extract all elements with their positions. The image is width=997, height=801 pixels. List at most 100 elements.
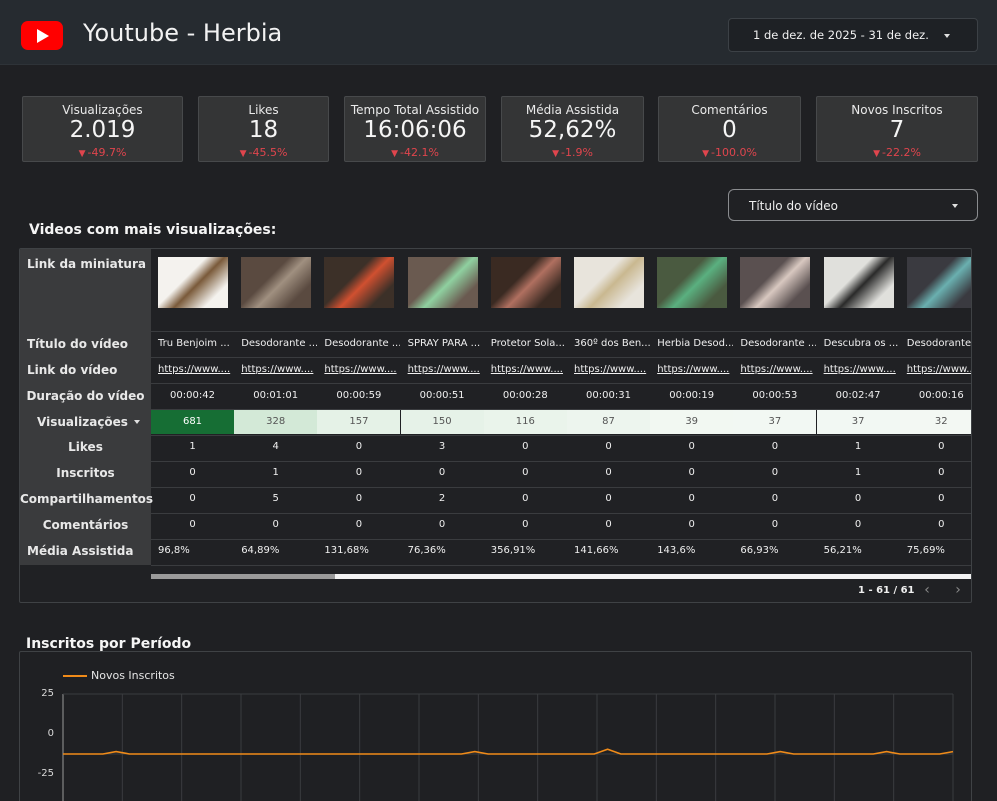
likes-cell: 0 [688,441,695,452]
video-link[interactable]: https://www.... [490,364,563,375]
caret-down-icon [944,34,950,38]
row-divider [151,513,971,514]
video-thumbnail[interactable] [740,257,811,308]
video-link[interactable]: https://www.... [241,364,314,375]
arrow-down-icon: ▼ [78,149,86,159]
row-label-text: Título do vídeo [27,337,129,351]
views-cell: 116 [483,410,567,434]
row-label-shares: Compartilhamentos [20,492,153,506]
kpi-label: Novos Inscritos [851,103,943,117]
comments-cell: 0 [771,519,779,530]
video-thumbnail[interactable] [657,257,728,308]
comments-cell: 0 [438,519,446,530]
page-title: Youtube - Herbia [83,19,283,47]
horizontal-scrollbar[interactable] [151,574,971,579]
subscribers-cell: 0 [522,467,529,478]
views-cell: 32 [899,410,971,434]
row-divider [151,409,971,410]
y-tick-label: 25 [41,688,54,699]
video-thumbnail[interactable] [324,257,395,308]
kpi-value: 52,62% [528,117,617,143]
shares-cell: 0 [189,493,196,504]
views-cell: 150 [400,410,484,434]
subscribers-section-title: Inscritos por Período [26,636,192,652]
video-title-cell: Desodorante ... [241,338,318,349]
pagination-label: 1 - 61 / 61 [858,585,915,596]
comments-cell: 0 [854,519,862,530]
video-link[interactable]: https://www.... [657,364,730,375]
video-thumbnail[interactable] [407,257,478,308]
subscribers-cell: 0 [355,467,363,478]
kpi-label: Likes [248,103,279,117]
subscribers-cell: 1 [854,467,862,478]
video-link[interactable]: https://www.... [823,364,896,375]
views-cell: 157 [317,410,401,434]
subscribers-line-chart: Novos Inscritos 25 0 -25 [19,651,972,801]
date-range-picker[interactable]: 1 de dez. de 2025 - 31 de dez. de 2025 [728,18,978,52]
shares-cell: 5 [272,493,279,504]
video-link[interactable]: https://www.... [906,364,972,375]
duration-cell: 00:00:28 [502,390,548,401]
video-link[interactable]: https://www.... [158,364,231,375]
duration-cell: 00:00:19 [669,390,715,401]
row-divider [151,565,971,566]
video-thumbnail[interactable] [241,257,312,308]
shares-cell: 0 [688,493,695,504]
kpi-value: 0 [722,117,737,143]
row-label-text: Link do vídeo [27,363,118,377]
row-label-text: Likes [68,440,103,454]
arrow-down-icon: ▼ [873,149,880,159]
row-divider [151,331,971,332]
video-link[interactable]: https://www.... [324,364,397,375]
subscribers-cell: 0 [688,467,695,478]
views-cell: 39 [650,410,734,434]
avg-watched-cell: 141,66% [574,545,619,556]
kpi-value: 16:06:06 [363,117,467,143]
avg-watched-cell: 356,91% [490,545,536,556]
subscribers-cell: 0 [438,467,446,478]
chevron-left-icon[interactable]: ‹ [924,582,930,598]
date-range-label: 1 de dez. de 2025 - 31 de dez. de 2025 [753,28,931,42]
comments-cell: 0 [189,519,196,530]
kpi-card: Tempo Total Assistido 16:06:06 ▼ -42.1% [344,96,486,162]
duration-cell: 00:01:01 [253,390,299,401]
row-divider [151,487,971,488]
subscribers-cell: 0 [938,467,945,478]
video-title-filter[interactable]: Título do vídeo [728,189,978,221]
row-label-text: Inscritos [56,466,115,480]
kpi-label: Média Assistida [525,103,620,117]
kpi-card: Comentários 0 ▼ -100.0% [658,96,801,162]
kpi-label: Comentários [691,103,768,117]
legend-swatch [63,675,87,677]
comments-cell: 0 [605,519,612,530]
arrow-down-icon: ▼ [239,149,247,159]
avg-watched-cell: 96,8% [158,545,190,556]
comments-cell: 0 [355,519,363,530]
chevron-right-icon[interactable]: › [955,582,961,598]
youtube-logo-icon [21,21,63,50]
likes-cell: 1 [854,441,862,452]
kpi-delta-value: -45.5% [248,146,288,159]
arrow-down-icon: ▼ [552,149,559,159]
views-cell: 37 [733,410,817,434]
scrollbar-thumb[interactable] [151,574,335,579]
video-thumbnail[interactable] [490,257,561,308]
video-link[interactable]: https://www.... [740,364,813,375]
shares-cell: 0 [938,493,945,504]
video-link[interactable]: https://www.... [407,364,480,375]
row-label-title: Título do vídeo [20,337,151,351]
video-title-cell: Herbia Desod... [657,338,734,349]
video-thumbnail[interactable] [158,257,228,308]
comments-cell: 0 [688,519,695,530]
caret-down-icon[interactable] [133,420,140,424]
avg-watched-cell: 131,68% [324,545,369,556]
video-link[interactable]: https://www.... [574,364,647,375]
row-label-thumbnail: Link da miniatura [20,257,151,271]
video-thumbnail[interactable] [574,257,644,308]
avg-watched-cell: 56,21% [823,545,862,556]
chart-plot-area [62,693,954,801]
video-thumbnail[interactable] [823,257,894,308]
video-thumbnail[interactable] [906,257,971,308]
row-label-link: Link do vídeo [20,363,151,377]
row-label-views[interactable]: Visualizações [20,415,151,429]
